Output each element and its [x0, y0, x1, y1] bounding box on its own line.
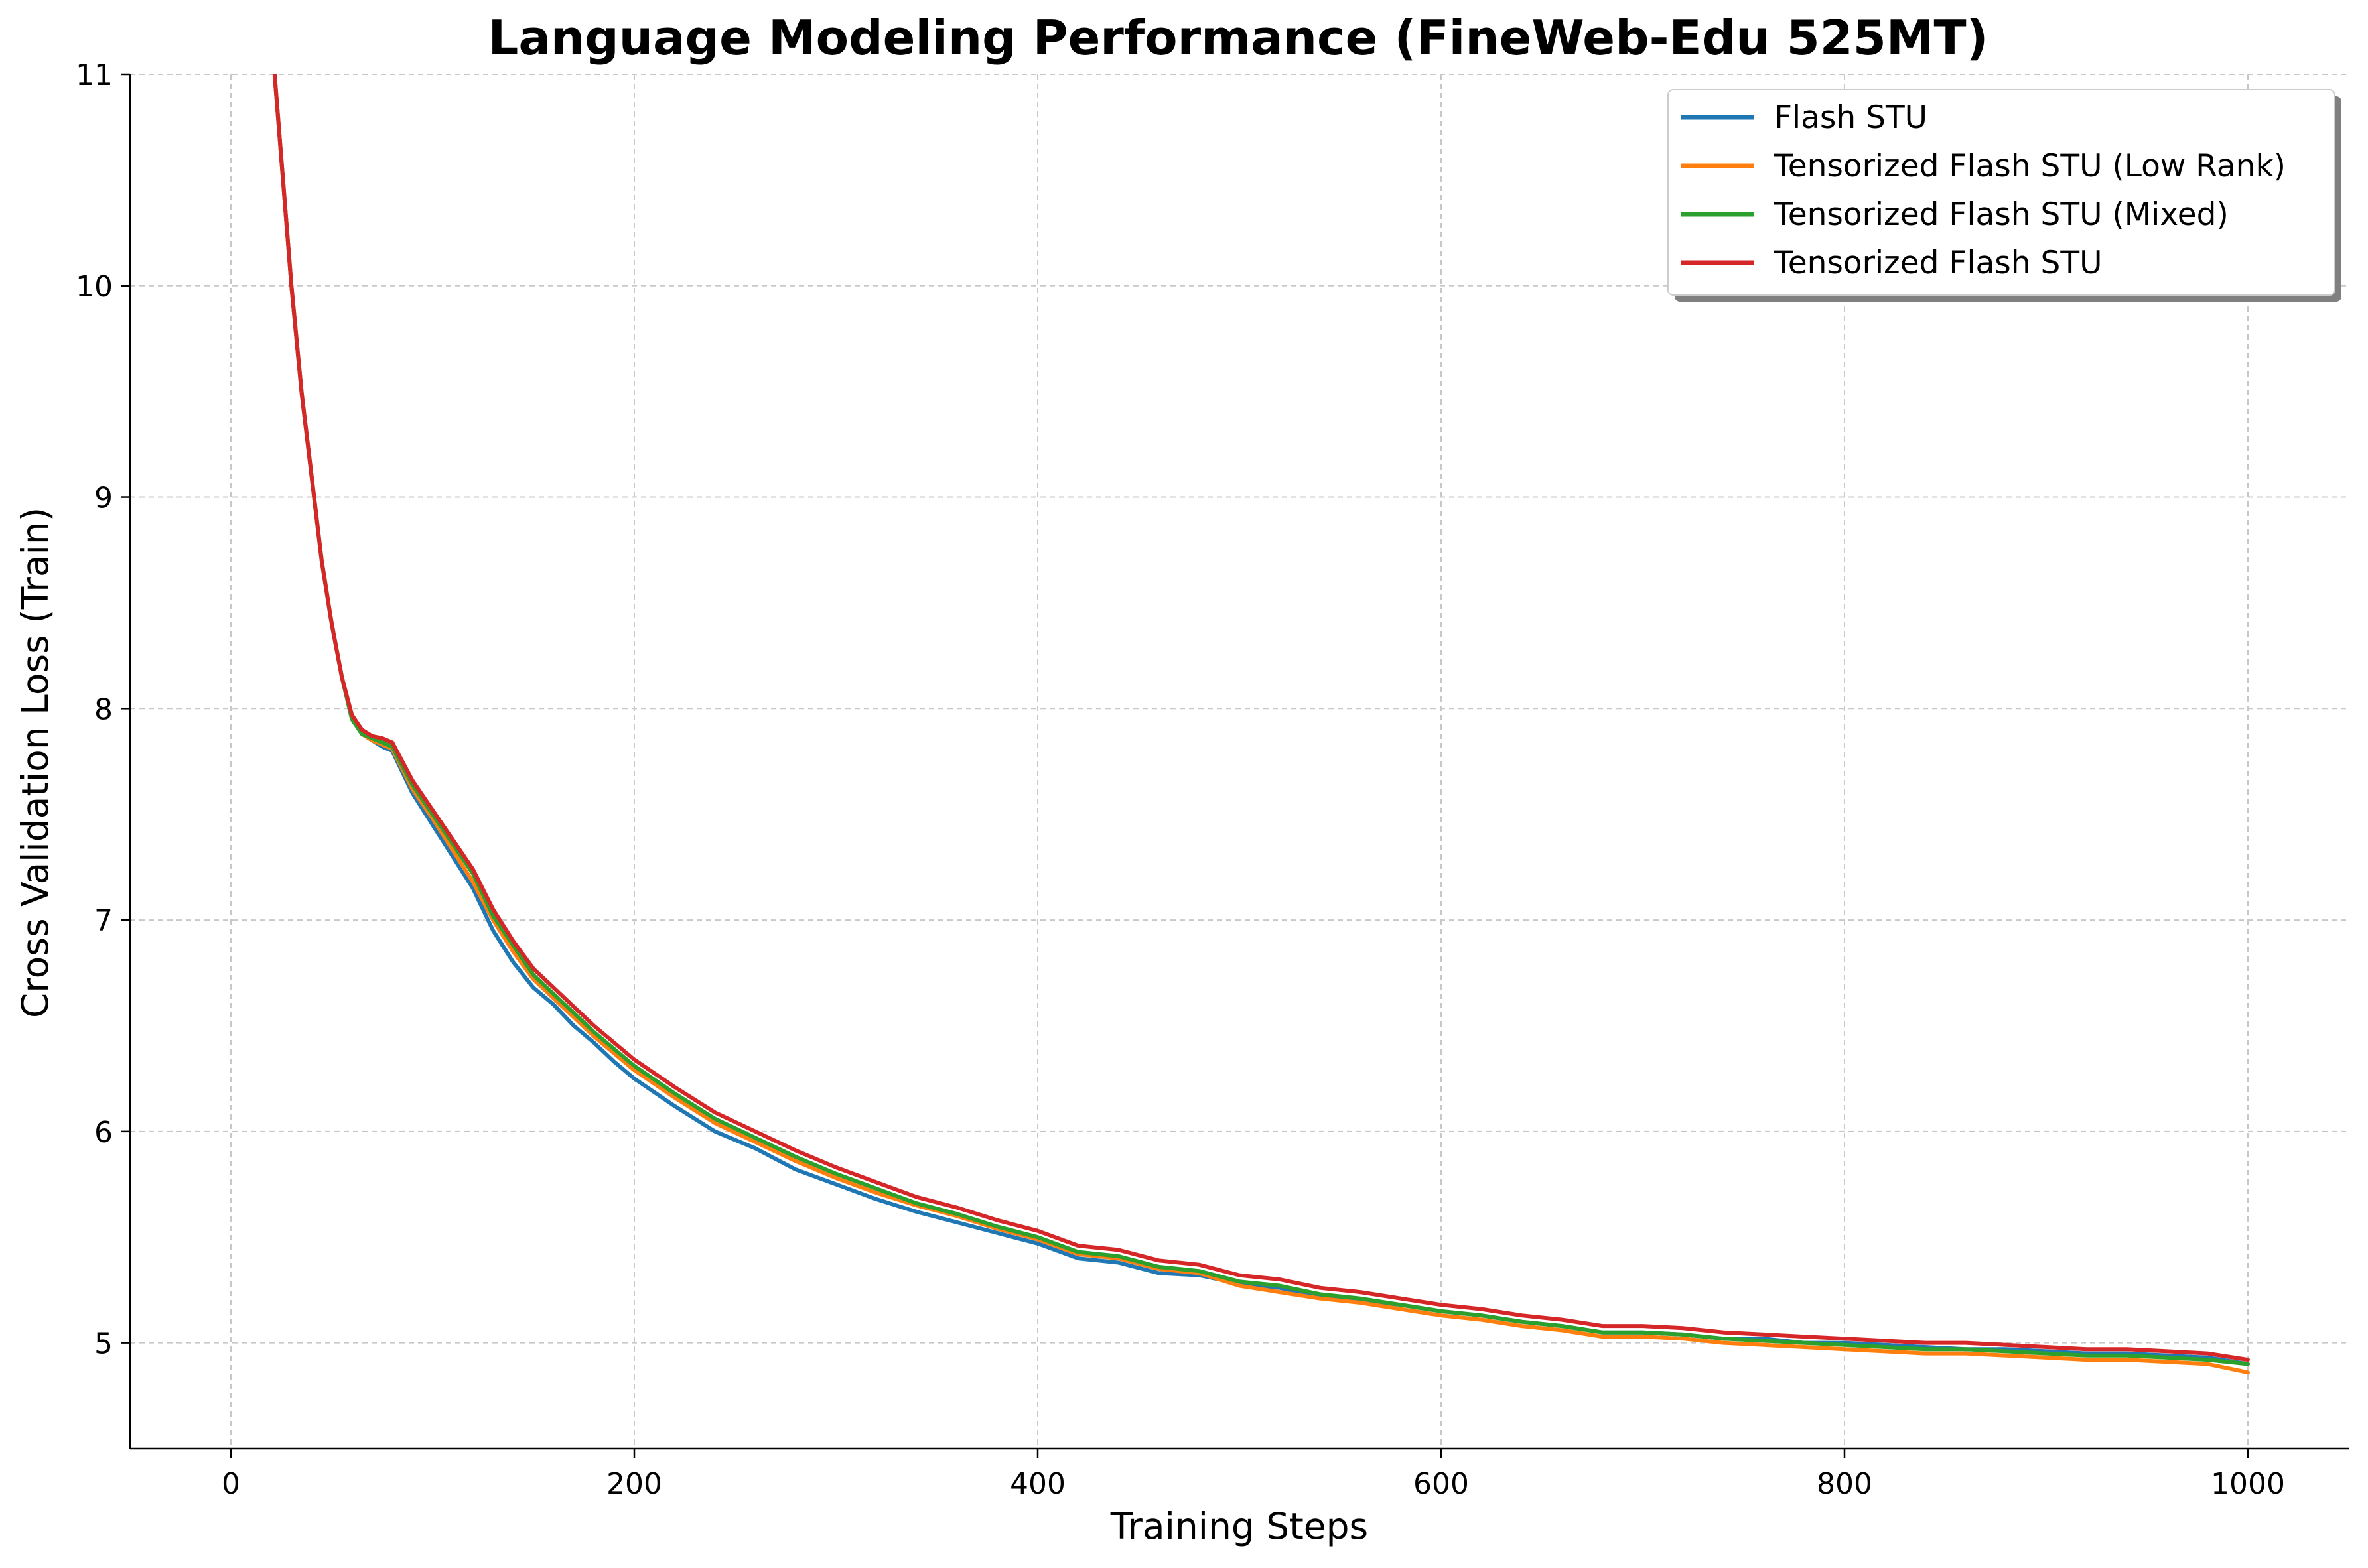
y-tick-label: 9: [94, 482, 113, 515]
legend: Flash STU Tensorized Flash STU (Low Rank)…: [1667, 89, 2341, 302]
x-tick-label: 400: [1010, 1467, 1066, 1501]
y-tick-label: 5: [94, 1327, 113, 1361]
x-tick-label: 600: [1413, 1467, 1469, 1501]
legend-label: Tensorized Flash STU: [1774, 245, 2102, 281]
y-tick-label: 8: [94, 692, 113, 726]
x-tick-label: 800: [1817, 1467, 1872, 1501]
y-tick-label: 11: [76, 58, 113, 92]
series-line-3: [272, 74, 2250, 1366]
x-tick-label: 200: [606, 1467, 662, 1501]
y-tick-label: 10: [76, 270, 113, 304]
y-tick-label: 7: [94, 904, 113, 938]
axes: [129, 74, 2349, 1450]
y-axis-label: Cross Validation Loss (Train): [14, 507, 56, 1018]
chart-title: Language Modeling Performance (FineWeb-E…: [488, 10, 1988, 66]
x-tick-label: 1000: [2211, 1467, 2285, 1501]
legend-label: Tensorized Flash STU (Mixed): [1774, 196, 2229, 233]
series-line-4: [272, 74, 2250, 1362]
series-lines: [272, 74, 2250, 1375]
x-axis-label: Training Steps: [1110, 1505, 1368, 1547]
tick-labels: 0 200 400 600 800 1000 5 6 7 8 9 10 11: [76, 58, 2285, 1501]
legend-label: Flash STU: [1774, 99, 1927, 136]
y-tick-label: 6: [94, 1116, 113, 1149]
legend-box: [1667, 89, 2335, 296]
legend-label: Tensorized Flash STU (Low Rank): [1774, 148, 2286, 184]
x-tick-label: 0: [222, 1467, 240, 1501]
